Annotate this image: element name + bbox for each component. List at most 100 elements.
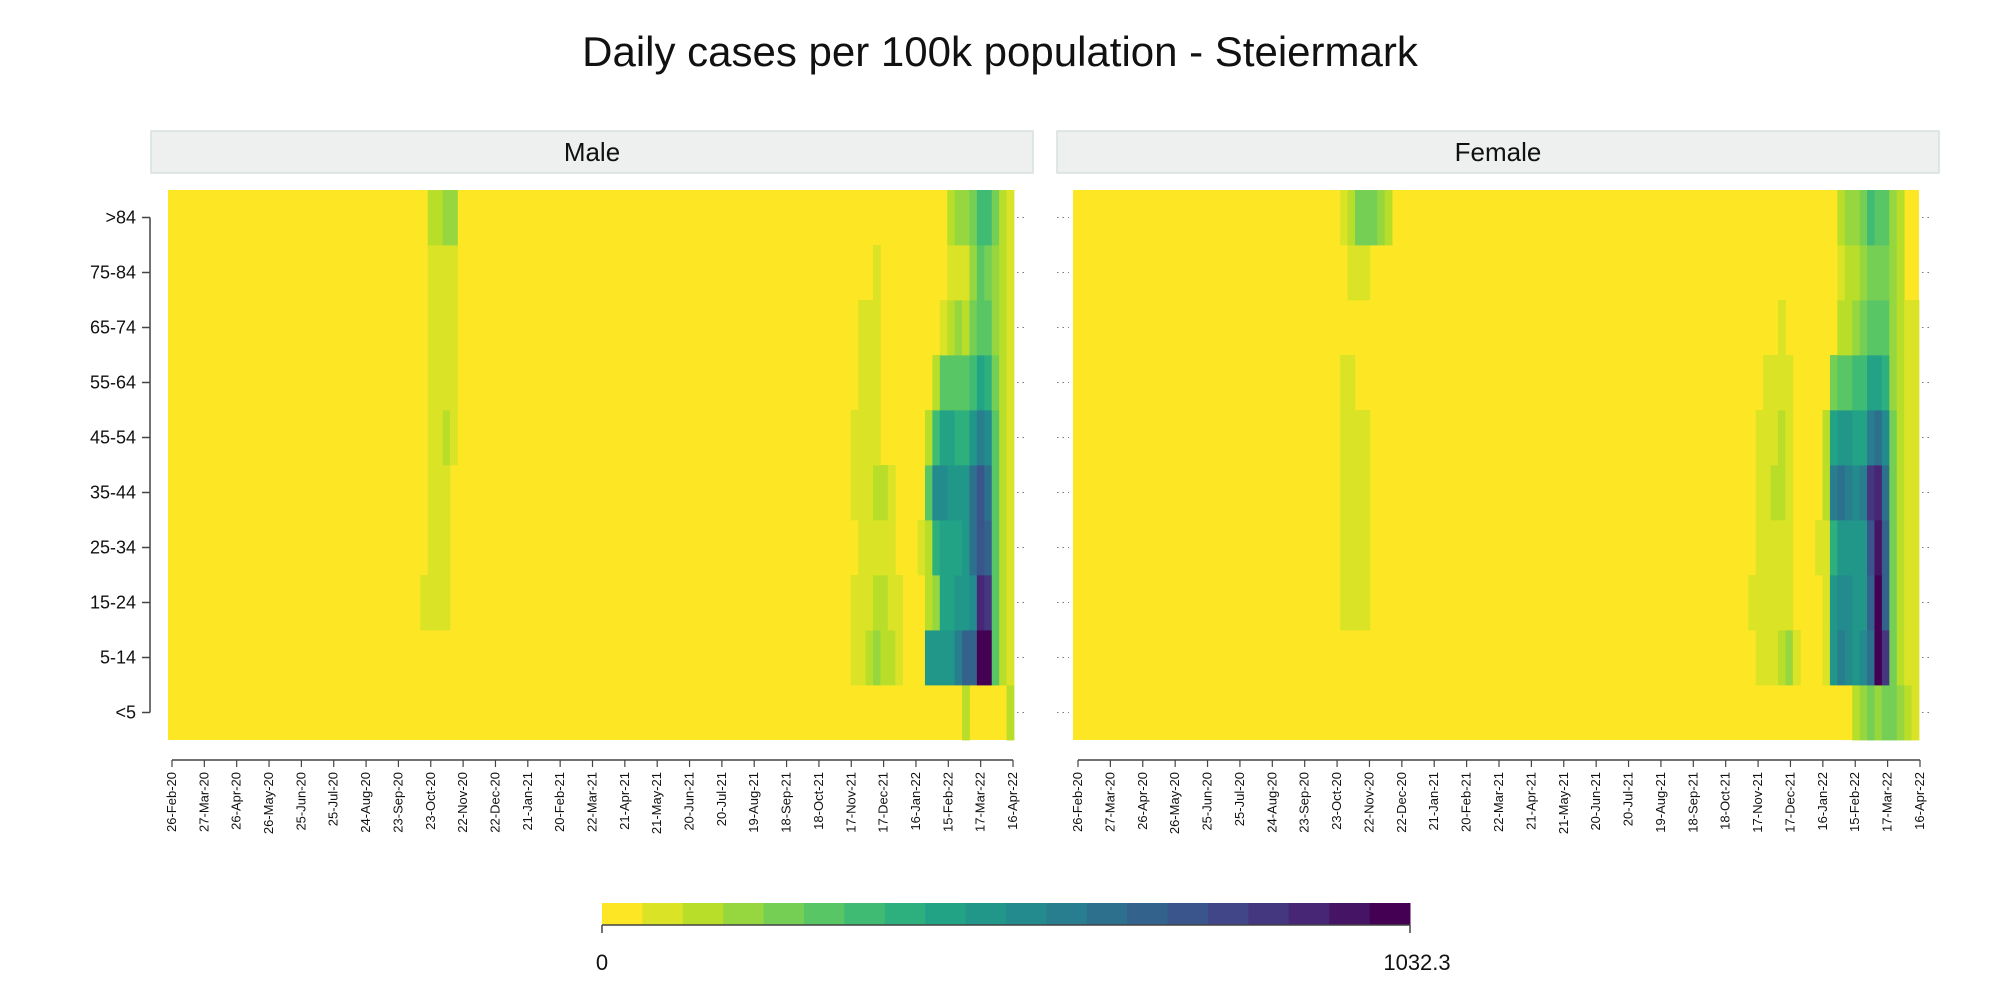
heatmap-cell bbox=[1896, 300, 1905, 356]
panel-male: Male <5 5-14 15-24 25-34 35-44 45-54 55-64 65-7… bbox=[90, 130, 1034, 834]
x-tick-label: 21-Apr-21 bbox=[1523, 772, 1538, 830]
heatmap-cell bbox=[932, 355, 941, 411]
heatmap-cell bbox=[947, 300, 956, 356]
legend-swatch bbox=[723, 903, 765, 925]
heatmap-cell bbox=[1837, 300, 1853, 356]
y-tick-label: <5 bbox=[115, 703, 136, 723]
heatmap-cell bbox=[1904, 410, 1920, 466]
x-tick-label: 20-Jun-21 bbox=[1588, 772, 1603, 831]
heatmap-cell bbox=[1822, 465, 1831, 521]
y-tick-label: 55-64 bbox=[90, 373, 136, 393]
heatmap-cell bbox=[1770, 465, 1786, 521]
heatmap-cell bbox=[1889, 465, 1898, 521]
heatmap-cell bbox=[976, 355, 985, 411]
x-tick-label: 21-Apr-21 bbox=[617, 772, 632, 830]
heatmap-cell bbox=[939, 520, 963, 576]
heatmap-cell bbox=[962, 630, 978, 686]
legend-swatch bbox=[804, 903, 845, 925]
heatmap-cell bbox=[1859, 245, 1868, 301]
heatmap-cell bbox=[1867, 300, 1890, 356]
heatmap-cell bbox=[1844, 245, 1861, 301]
heatmap-cell bbox=[1852, 575, 1868, 631]
x-tick-label: 17-Dec-21 bbox=[1782, 772, 1797, 833]
heatmap-cell bbox=[1340, 465, 1371, 521]
heatmap-cell bbox=[1006, 245, 1015, 301]
heatmap-cell bbox=[969, 245, 978, 301]
heatmap-cell bbox=[1896, 575, 1905, 631]
heatmap-cell bbox=[976, 410, 985, 466]
heatmap-cell bbox=[999, 300, 1007, 356]
heatmap-cell bbox=[999, 520, 1007, 576]
heatmap-cell bbox=[969, 465, 978, 521]
heatmap-cell bbox=[939, 410, 956, 466]
heatmap-cell bbox=[984, 410, 993, 466]
x-tick-label: 16-Jan-22 bbox=[908, 772, 923, 831]
heatmap-cell bbox=[1889, 410, 1898, 466]
heatmap-cell bbox=[450, 410, 458, 466]
x-tick-label: 27-Mar-20 bbox=[1102, 772, 1117, 832]
heatmap-cell bbox=[976, 245, 985, 301]
x-tick-label: 20-Jul-21 bbox=[714, 772, 729, 826]
heatmap-cell bbox=[1867, 630, 1875, 686]
heatmap-cell bbox=[427, 465, 451, 521]
heatmap-cell bbox=[999, 630, 1007, 686]
heatmap-cell bbox=[420, 575, 451, 631]
heatmap-cell bbox=[1867, 465, 1875, 521]
x-tick-label: 16-Apr-22 bbox=[1005, 772, 1020, 830]
heatmap-cell bbox=[1347, 190, 1356, 246]
heatmap-cell bbox=[442, 410, 451, 466]
legend-swatch bbox=[763, 903, 805, 925]
heatmap-cell bbox=[1006, 355, 1015, 411]
heatmap-cells-female bbox=[1057, 190, 1933, 741]
heatmap-cell bbox=[427, 190, 443, 246]
heatmap-cell bbox=[1867, 520, 1875, 576]
x-tick-label: 16-Jan-22 bbox=[1815, 772, 1830, 831]
heatmap-cell bbox=[1904, 300, 1920, 356]
heatmap-cell bbox=[1340, 520, 1371, 576]
heatmap-cell bbox=[999, 190, 1007, 246]
heatmap-cell bbox=[999, 465, 1007, 521]
x-tick-label: 20-Jun-21 bbox=[682, 772, 697, 831]
heatmap-cell bbox=[1867, 190, 1875, 246]
x-axis-male: 26-Feb-20 27-Mar-20 26-Apr-20 26-May-20 25-J… bbox=[164, 759, 1020, 834]
heatmap-cell bbox=[1867, 685, 1875, 741]
legend-swatch bbox=[602, 903, 643, 925]
y-tick-label: 15-24 bbox=[90, 593, 136, 613]
heatmap-cell bbox=[873, 575, 889, 631]
heatmap-cell bbox=[1874, 685, 1883, 741]
heatmap-cell bbox=[1822, 410, 1831, 466]
heatmap-cell bbox=[1881, 520, 1890, 576]
heatmap-cell bbox=[873, 465, 889, 521]
x-tick-label: 25-Jun-20 bbox=[1200, 772, 1215, 831]
heatmap-cells-male bbox=[168, 190, 1028, 741]
x-tick-label: 21-Jan-21 bbox=[1426, 772, 1441, 831]
panel-female: Female 26-Feb-20 27-Mar-20 26-Apr-20 26-May… bbox=[1056, 130, 1940, 834]
x-tick-label: 23-Oct-20 bbox=[423, 772, 438, 830]
heatmap-cell bbox=[939, 300, 948, 356]
x-tick-label: 26-Apr-20 bbox=[229, 772, 244, 830]
x-tick-label: 17-Mar-22 bbox=[973, 772, 988, 832]
x-axis-female: 26-Feb-20 27-Mar-20 26-Apr-20 26-May-20 25-J… bbox=[1070, 759, 1927, 834]
heatmap-cell bbox=[984, 630, 993, 686]
heatmap-cell bbox=[1881, 630, 1890, 686]
heatmap-cell bbox=[1874, 520, 1883, 576]
heatmap-cell bbox=[1896, 245, 1905, 301]
heatmap-cell bbox=[1785, 410, 1794, 466]
heatmap-cell bbox=[962, 520, 970, 576]
heatmap-cell bbox=[1881, 355, 1890, 411]
heatmap-cell bbox=[427, 245, 458, 301]
x-tick-label: 16-Apr-22 bbox=[1912, 772, 1927, 830]
heatmap-cell bbox=[1837, 465, 1846, 521]
x-tick-label: 22-Dec-20 bbox=[487, 772, 502, 833]
heatmap-cell bbox=[1874, 575, 1883, 631]
x-tick-label: 25-Jun-20 bbox=[293, 772, 308, 831]
heatmap-cell bbox=[1874, 465, 1883, 521]
heatmap-cell bbox=[1829, 355, 1838, 411]
legend-swatch bbox=[844, 903, 886, 925]
heatmap-cell bbox=[1763, 355, 1794, 411]
x-tick-label: 15-Feb-22 bbox=[1847, 772, 1862, 832]
heatmap-cell bbox=[858, 300, 881, 356]
heatmap-cell bbox=[1844, 465, 1853, 521]
heatmap-cell bbox=[1006, 520, 1015, 576]
legend-swatch bbox=[682, 903, 724, 925]
